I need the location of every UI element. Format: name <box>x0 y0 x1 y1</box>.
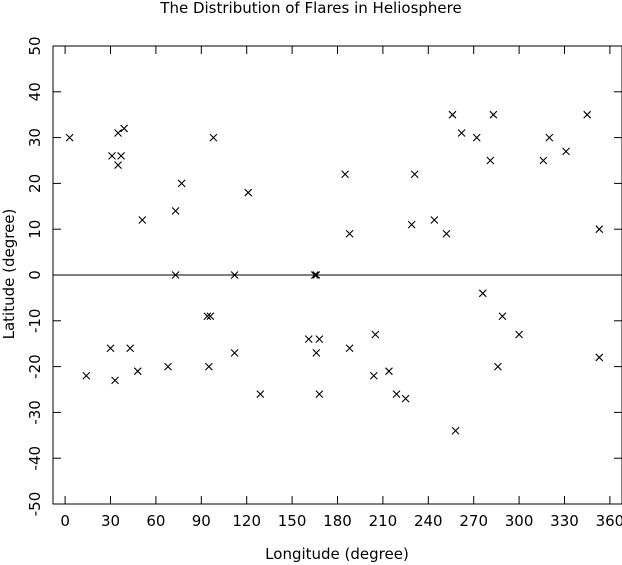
y-tick-label: -30 <box>26 400 44 425</box>
data-point <box>65 133 74 142</box>
data-point <box>164 362 172 371</box>
data-point <box>472 133 481 142</box>
data-point <box>407 220 416 229</box>
data-point <box>595 353 604 362</box>
data-point <box>171 271 180 279</box>
data-point <box>204 362 213 371</box>
y-tick-label: 50 <box>26 36 44 55</box>
x-tick-label: 60 <box>146 512 165 530</box>
data-point <box>489 110 498 119</box>
data-point <box>111 376 119 385</box>
axes <box>52 45 622 505</box>
data-point <box>539 156 548 165</box>
data-point <box>230 348 239 357</box>
data-point <box>451 426 460 435</box>
data-point <box>478 289 487 298</box>
data-point <box>401 394 410 403</box>
chart-title: The Distribution of Flares in Heliospher… <box>159 0 461 17</box>
x-axis-title: Longitude (degree) <box>265 545 409 563</box>
data-point <box>310 271 319 279</box>
x-tick-label: 330 <box>550 512 579 530</box>
data-point <box>244 188 253 197</box>
x-tick-label: 240 <box>414 512 443 530</box>
y-tick-label: -10 <box>26 309 44 334</box>
data-point <box>138 216 147 224</box>
data-point <box>209 133 218 142</box>
data-point <box>371 330 380 339</box>
x-tick-label: 360 <box>596 512 622 530</box>
x-tick-label: 210 <box>369 512 398 530</box>
x-tick-label: 150 <box>278 512 307 530</box>
x-tick-label: 180 <box>323 512 352 530</box>
data-point <box>545 133 554 142</box>
data-point <box>515 330 523 339</box>
data-point <box>114 129 122 137</box>
data-point <box>315 335 324 344</box>
y-tick-label: 10 <box>26 220 44 239</box>
data-point <box>442 229 451 238</box>
data-point <box>494 362 502 371</box>
axis-ticks: 0 30 60 90 120 150 180 210 240 270 300 330 360504030… <box>26 36 622 530</box>
x-tick-label: 120 <box>232 512 261 530</box>
data-point <box>430 216 439 224</box>
data-point <box>206 312 215 321</box>
data-point <box>345 344 354 353</box>
data-point <box>256 390 265 398</box>
data-point <box>126 344 135 353</box>
data-point <box>385 367 393 376</box>
x-tick-label: 0 <box>60 512 70 530</box>
data-point <box>345 229 354 238</box>
data-point <box>177 179 186 188</box>
x-tick-label: 90 <box>192 512 211 530</box>
data-point <box>312 271 321 279</box>
data-point <box>203 312 212 321</box>
data-point <box>583 110 592 119</box>
y-tick-label: 30 <box>26 128 44 147</box>
data-point <box>392 390 401 398</box>
x-tick-label: 30 <box>101 512 120 530</box>
data-point <box>486 156 495 165</box>
data-point <box>304 335 313 344</box>
data-point <box>315 390 324 398</box>
data-point <box>120 124 129 133</box>
data-point <box>133 367 142 376</box>
data-point <box>117 152 125 160</box>
x-tick-label: 300 <box>505 512 534 530</box>
y-tick-label: -20 <box>26 354 44 379</box>
y-tick-label: 40 <box>26 82 44 101</box>
data-point <box>369 371 378 380</box>
data-point <box>498 312 507 321</box>
y-tick-label: -40 <box>26 446 44 471</box>
data-point <box>562 147 570 156</box>
data-point <box>448 110 457 119</box>
data-point <box>114 161 122 169</box>
data-point <box>171 206 180 215</box>
data-point <box>341 170 349 179</box>
data-point <box>106 344 115 353</box>
data-points <box>65 110 604 435</box>
data-point <box>82 371 91 380</box>
y-tick-label: 20 <box>26 174 44 193</box>
data-point <box>410 170 419 179</box>
data-point <box>457 129 466 137</box>
data-point <box>230 271 239 279</box>
data-point <box>312 348 321 357</box>
data-point <box>595 225 604 234</box>
data-point <box>108 152 116 160</box>
y-axis-title: Latitude (degree) <box>0 209 18 340</box>
x-tick-label: 270 <box>459 512 488 530</box>
y-tick-label: 0 <box>26 270 44 280</box>
y-tick-label: -50 <box>26 492 44 517</box>
